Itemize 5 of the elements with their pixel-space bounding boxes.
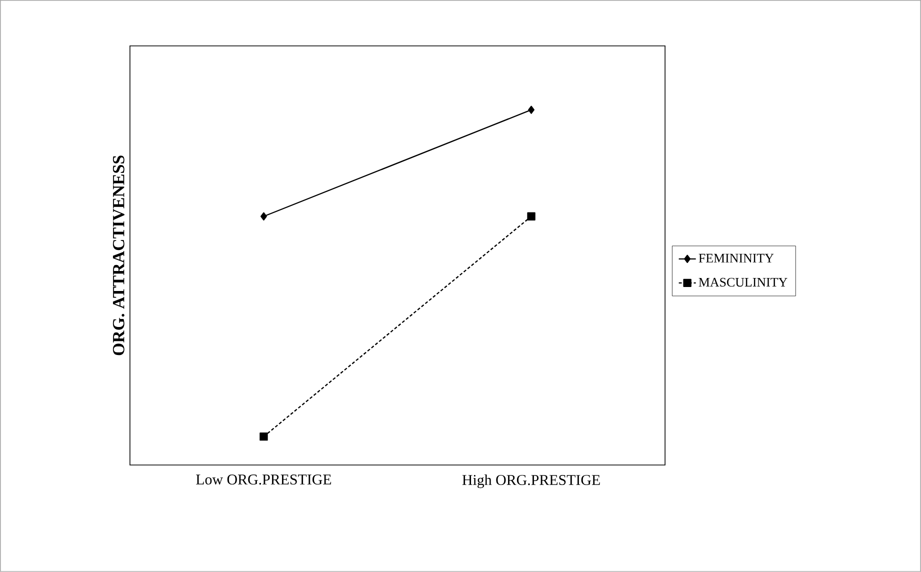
legend-label: MASCULINITY xyxy=(698,278,788,287)
x-tick-label: High ORG.PRESTIGE xyxy=(462,474,600,488)
legend-label: FEMININITY xyxy=(698,254,774,262)
x-tick-label: Low ORG.PRESTIGE xyxy=(196,474,332,485)
y-axis-title: ORG. ATTRACTIVENESS xyxy=(112,156,124,356)
